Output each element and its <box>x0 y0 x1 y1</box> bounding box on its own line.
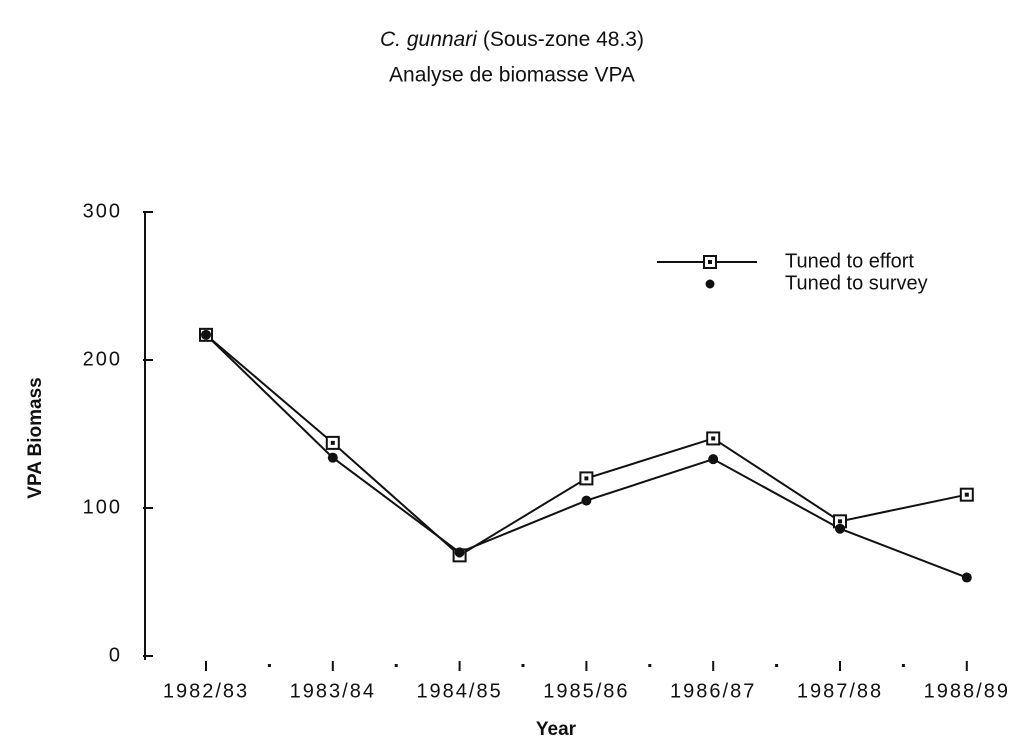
y-tick-label: 300 <box>83 200 122 222</box>
marker-square-dot <box>330 440 335 445</box>
marker-circle <box>201 329 211 340</box>
x-tick-label: 1988/89 <box>924 680 1010 702</box>
minor-tick <box>267 664 271 667</box>
minor-tick <box>648 664 652 667</box>
legend-label: Tuned to survey <box>785 272 928 294</box>
marker-circle <box>581 495 592 506</box>
marker-square-dot <box>584 476 589 481</box>
marker-square-dot <box>964 492 969 497</box>
marker-circle <box>454 547 465 558</box>
title-area: (Sous-zone 48.3) <box>483 28 644 51</box>
y-tick-label: 200 <box>83 348 122 370</box>
legend-label: Tuned to effort <box>785 250 914 272</box>
minor-tick <box>394 664 398 667</box>
x-tick-label: 1984/85 <box>416 680 502 702</box>
title-species: C. gunnari <box>380 28 478 51</box>
x-tick-label: 1986/87 <box>670 680 756 702</box>
minor-tick <box>901 664 905 667</box>
y-axis-label: VPA Biomass <box>25 377 46 498</box>
y-tick-label: 0 <box>109 644 122 666</box>
marker-circle <box>961 572 972 583</box>
marker-square-dot <box>838 519 842 524</box>
legend-marker-dot <box>708 260 712 264</box>
x-tick-label: 1987/88 <box>797 680 883 702</box>
marker-circle <box>835 523 845 534</box>
chart-title: C. gunnari (Sous-zone 48.3) <box>380 28 644 51</box>
x-tick-label: 1985/86 <box>543 680 629 702</box>
x-tick-label: 1983/84 <box>290 680 376 702</box>
x-tick-label: 1982/83 <box>163 680 249 702</box>
marker-circle <box>708 454 719 465</box>
x-axis-label: Year <box>536 719 577 740</box>
marker-circle <box>327 452 338 463</box>
chart-subtitle: Analyse de biomasse VPA <box>389 64 635 87</box>
y-tick-label: 100 <box>83 496 122 518</box>
series-line <box>205 334 968 579</box>
marker-square-dot <box>711 436 716 441</box>
minor-tick <box>775 664 779 667</box>
legend-marker <box>705 279 715 289</box>
minor-tick <box>521 664 525 667</box>
